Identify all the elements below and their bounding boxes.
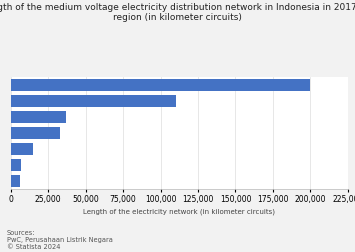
Bar bbox=[11, 143, 33, 155]
Bar bbox=[11, 80, 310, 92]
Text: Sources:
PwC, Perusahaan Listrik Negara
© Statista 2024: Sources: PwC, Perusahaan Listrik Negara … bbox=[7, 230, 113, 249]
Bar bbox=[11, 159, 21, 171]
Bar bbox=[11, 112, 66, 124]
Text: Length of the medium voltage electricity distribution network in Indonesia in 20: Length of the medium voltage electricity… bbox=[0, 3, 355, 22]
Bar bbox=[11, 175, 20, 187]
Bar bbox=[11, 96, 175, 108]
Bar bbox=[11, 128, 60, 140]
X-axis label: Length of the electricity network (in kilometer circuits): Length of the electricity network (in ki… bbox=[83, 208, 275, 214]
